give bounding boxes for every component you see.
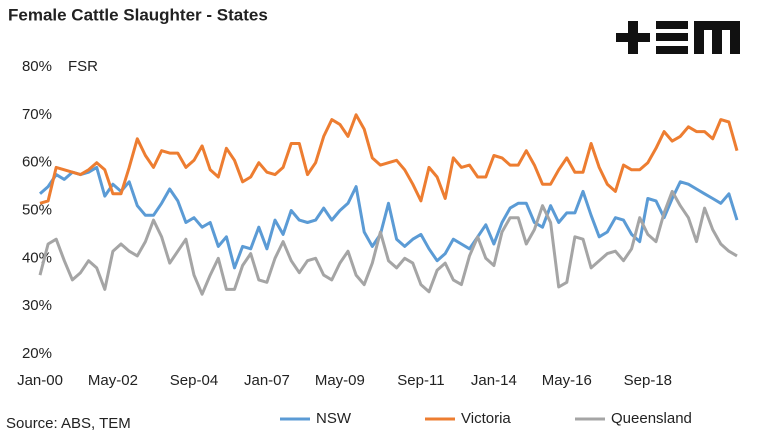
x-tick-label: Sep-18 bbox=[624, 372, 672, 389]
y-tick-label: 50% bbox=[22, 201, 52, 218]
series-line bbox=[39, 165, 739, 270]
y-tick-label: 70% bbox=[22, 106, 52, 123]
logo bbox=[616, 21, 740, 54]
x-tick-label: Sep-04 bbox=[170, 372, 218, 389]
legend-label: NSW bbox=[316, 410, 352, 427]
x-tick-label: May-16 bbox=[542, 372, 592, 389]
x-tick-label: May-02 bbox=[88, 372, 138, 389]
x-tick-label: Jan-00 bbox=[17, 372, 63, 389]
legend-label: Victoria bbox=[461, 410, 511, 427]
y-tick-label: 30% bbox=[22, 297, 52, 314]
y-tick-label: 80% bbox=[22, 58, 52, 75]
x-tick-label: Sep-11 bbox=[397, 372, 444, 389]
series-line bbox=[38, 189, 738, 296]
x-tick-label: May-09 bbox=[315, 372, 365, 389]
x-tick-label: Jan-07 bbox=[244, 372, 290, 389]
y-tick-label: 60% bbox=[22, 154, 52, 171]
chart-title: Female Cattle Slaughter - States bbox=[8, 5, 268, 24]
series-line bbox=[39, 113, 739, 205]
x-tick-label: Jan-14 bbox=[471, 372, 517, 389]
legend-label: Queensland bbox=[611, 410, 692, 427]
source-note: Source: ABS, TEM bbox=[6, 415, 131, 432]
y-tick-label: 20% bbox=[22, 345, 52, 362]
y-axis-label: FSR bbox=[68, 58, 98, 75]
